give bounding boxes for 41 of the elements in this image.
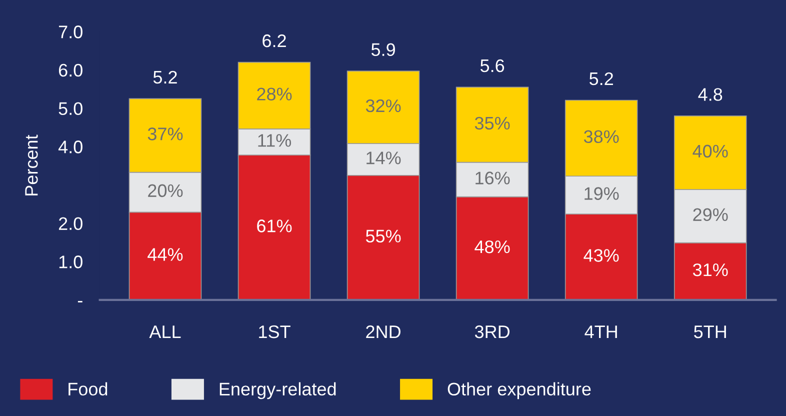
annotation: 38% <box>584 130 619 144</box>
total-label: 5.2 <box>590 72 613 86</box>
annotation: 19% <box>584 187 619 200</box>
y-tick-label: 7.0 <box>58 26 82 38</box>
annotation: 37% <box>148 128 183 140</box>
annotation: 20% <box>148 184 183 198</box>
annotation: 14% <box>366 152 401 164</box>
annotation: 11% <box>258 134 292 147</box>
annotation: 48% <box>474 240 510 254</box>
legend-label: Food <box>68 382 108 396</box>
legend-label: Other expenditure <box>448 382 591 400</box>
y-tick-label: 2.0 <box>58 217 82 230</box>
annotation: 28% <box>257 88 292 100</box>
y-tick-label: 4.0 <box>58 140 82 154</box>
annotation: 35% <box>474 116 510 130</box>
annotation: 32% <box>366 99 401 112</box>
y-tick-label: - <box>78 300 82 302</box>
y-axis-title: Percent <box>25 134 38 196</box>
annotation: 55% <box>366 230 401 242</box>
x-tick-label: ALL <box>149 326 181 338</box>
total-label: 5.9 <box>371 43 395 56</box>
legend-label: Energy-related <box>220 382 336 400</box>
y-tick-label: 5.0 <box>58 102 82 115</box>
x-tick-label: 4TH <box>584 326 617 338</box>
annotation: 61% <box>257 220 292 232</box>
x-tick-label: 2ND <box>366 325 400 338</box>
total-label: 4.8 <box>698 88 722 101</box>
annotation: 31% <box>692 263 728 276</box>
total-label: 6.2 <box>262 34 286 48</box>
annotation: 40% <box>692 144 728 158</box>
total-label: 5.2 <box>153 70 177 84</box>
annotation: 29% <box>693 208 728 222</box>
annotation: 43% <box>584 249 619 262</box>
x-tick-label: 1ST <box>259 325 290 338</box>
annotation: 16% <box>476 172 510 184</box>
x-tick-label: 3RD <box>474 325 510 338</box>
total-label: 5.6 <box>480 59 504 72</box>
y-tick-label: 6.0 <box>58 64 82 77</box>
x-tick-label: 5TH <box>694 326 726 338</box>
annotation: 44% <box>148 248 183 261</box>
y-tick-label: 1.0 <box>59 256 82 268</box>
